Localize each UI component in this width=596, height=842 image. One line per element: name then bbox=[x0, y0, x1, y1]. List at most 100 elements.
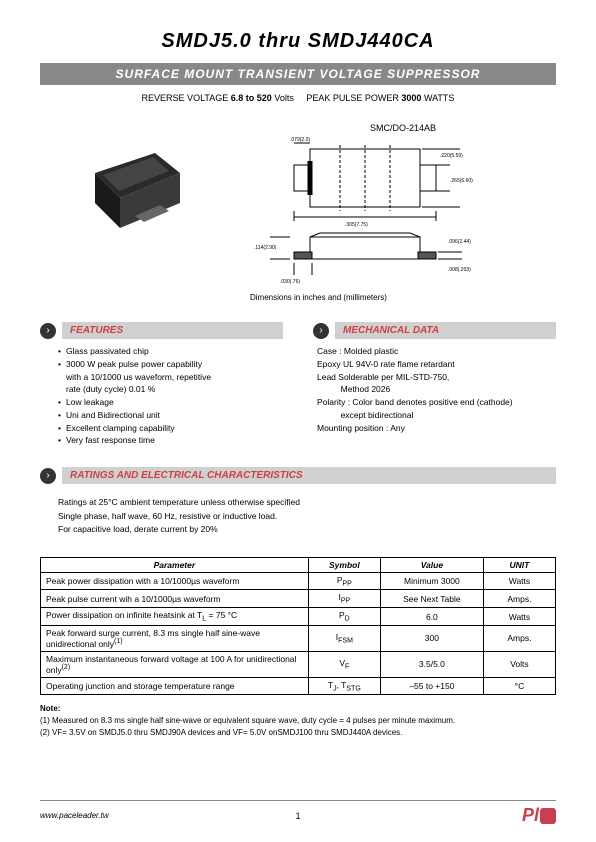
table-row: Peak power dissipation with a 10/1000µs … bbox=[41, 572, 556, 590]
footer-url: www.paceleader.tw bbox=[40, 811, 109, 820]
cell-symbol: VF bbox=[308, 651, 380, 677]
table-row: Peak pulse current wih a 10/1000µs wavef… bbox=[41, 590, 556, 608]
logo-shape-icon bbox=[540, 808, 556, 824]
cell-symbol: PPP bbox=[308, 572, 380, 590]
dim-g: .096(2.44) bbox=[448, 239, 471, 245]
cell-symbol: TJ, TSTG bbox=[308, 677, 380, 695]
footnotes: Note: (1) Measured on 8.3 ms single half… bbox=[40, 703, 556, 739]
features-list: Glass passivated chip 3000 W peak pulse … bbox=[40, 345, 283, 447]
ratings-title: RATINGS AND ELECTRICAL CHARACTERISTICS bbox=[62, 467, 556, 484]
rv-range: 6.8 to 520 bbox=[231, 93, 272, 103]
table-row: Maximum instantaneous forward voltage at… bbox=[41, 651, 556, 677]
table-row: Operating junction and storage temperatu… bbox=[41, 677, 556, 695]
feature-item: Excellent clamping capability bbox=[58, 422, 283, 435]
cell-unit: Volts bbox=[483, 651, 555, 677]
pp-label: PEAK PULSE POWER bbox=[306, 93, 399, 103]
th-unit: UNIT bbox=[483, 557, 555, 572]
cell-symbol: IPP bbox=[308, 590, 380, 608]
footnote-line: (2) VF= 3.5V on SMDJ5.0 thru SMDJ90A dev… bbox=[40, 727, 556, 739]
package-diagram-col: SMC/DO-214AB .079(2.0) .220(5.59) .265(6… bbox=[250, 123, 556, 302]
footnote-line: (1) Measured on 8.3 ms single half sine-… bbox=[40, 715, 556, 727]
ratings-header: › RATINGS AND ELECTRICAL CHARACTERISTICS bbox=[40, 467, 556, 484]
dim-e: .008(.203) bbox=[448, 267, 471, 273]
feature-item: Uni and Bidirectional unit bbox=[58, 409, 283, 422]
cell-symbol: IFSM bbox=[308, 625, 380, 651]
mech-line: Polarity : Color band denotes positive e… bbox=[317, 396, 556, 409]
ratings-note-line: Ratings at 25°C ambient temperature unle… bbox=[58, 496, 556, 510]
mech-line: Epoxy UL 94V-0 rate flame retardant bbox=[317, 358, 556, 371]
th-symbol: Symbol bbox=[308, 557, 380, 572]
cell-unit: Amps. bbox=[483, 590, 555, 608]
pp-val: 3000 bbox=[401, 93, 421, 103]
ratings-section: › RATINGS AND ELECTRICAL CHARACTERISTICS bbox=[40, 467, 556, 484]
feature-item: 3000 W peak pulse power capability bbox=[58, 358, 283, 371]
th-value: Value bbox=[380, 557, 483, 572]
dim-d: .030(.76) bbox=[280, 279, 300, 285]
cell-unit: Amps. bbox=[483, 625, 555, 651]
th-parameter: Parameter bbox=[41, 557, 309, 572]
mechanical-header: › MECHANICAL DATA bbox=[313, 322, 556, 339]
brand-logo: Pl bbox=[522, 805, 556, 826]
mechanical-title: MECHANICAL DATA bbox=[335, 322, 556, 339]
table-row: Power dissipation on infinite heatsink a… bbox=[41, 608, 556, 626]
cell-parameter: Peak forward surge current, 8.3 ms singl… bbox=[41, 625, 309, 651]
mech-line: Case : Molded plastic bbox=[317, 345, 556, 358]
cell-unit: °C bbox=[483, 677, 555, 695]
mech-line: except bidirectional bbox=[317, 409, 556, 422]
image-diagram-row: SMC/DO-214AB .079(2.0) .220(5.59) .265(6… bbox=[40, 123, 556, 302]
feature-item: Low leakage bbox=[58, 396, 283, 409]
logo-text: Pl bbox=[522, 805, 539, 826]
specs-line: REVERSE VOLTAGE 6.8 to 520 Volts PEAK PU… bbox=[40, 93, 556, 103]
arrow-icon: › bbox=[40, 323, 56, 339]
mech-line: Mounting position : Any bbox=[317, 422, 556, 435]
mechanical-col: › MECHANICAL DATA Case : Molded plastic … bbox=[313, 322, 556, 447]
cell-parameter: Peak pulse current wih a 10/1000µs wavef… bbox=[41, 590, 309, 608]
page-footer: www.paceleader.tw 1 Pl bbox=[40, 800, 556, 826]
dim-a: .079(2.0) bbox=[290, 137, 310, 143]
arrow-icon: › bbox=[313, 323, 329, 339]
cell-value: See Next Table bbox=[380, 590, 483, 608]
ratings-note-line: For capacitive load, derate current by 2… bbox=[58, 523, 556, 537]
page-number: 1 bbox=[295, 811, 300, 821]
rv-label: REVERSE VOLTAGE bbox=[142, 93, 229, 103]
feature-item: Glass passivated chip bbox=[58, 345, 283, 358]
dim-h: .220(5.59) bbox=[440, 153, 463, 159]
cell-unit: Watts bbox=[483, 608, 555, 626]
feature-item-cont: with a 10/1000 us waveform, repetitive bbox=[58, 371, 283, 384]
package-diagram: .079(2.0) .220(5.59) .265(6.60) .305(7.7… bbox=[250, 137, 510, 287]
ratings-note-line: Single phase, half wave, 60 Hz, resistiv… bbox=[58, 510, 556, 524]
dim-i: .305(7.75) bbox=[345, 222, 368, 228]
cell-parameter: Maximum instantaneous forward voltage at… bbox=[41, 651, 309, 677]
cell-parameter: Power dissipation on infinite heatsink a… bbox=[41, 608, 309, 626]
mech-line: Method 2026 bbox=[317, 383, 556, 396]
feature-item: Very fast response time bbox=[58, 434, 283, 447]
mechanical-list: Case : Molded plastic Epoxy UL 94V-0 rat… bbox=[313, 345, 556, 434]
subtitle-bar: SURFACE MOUNT TRANSIENT VOLTAGE SUPPRESS… bbox=[40, 63, 556, 85]
dimensions-note: Dimensions in inches and (millimeters) bbox=[250, 293, 556, 302]
cell-parameter: Peak power dissipation with a 10/1000µs … bbox=[41, 572, 309, 590]
ratings-notes: Ratings at 25°C ambient temperature unle… bbox=[58, 496, 556, 537]
features-header: › FEATURES bbox=[40, 322, 283, 339]
chip-image-col bbox=[40, 123, 220, 302]
cell-unit: Watts bbox=[483, 572, 555, 590]
ratings-table: Parameter Symbol Value UNIT Peak power d… bbox=[40, 557, 556, 695]
dim-j: .114(2.90) bbox=[254, 245, 277, 251]
cell-value: 300 bbox=[380, 625, 483, 651]
dim-c: .265(6.60) bbox=[450, 178, 473, 184]
table-row: Peak forward surge current, 8.3 ms singl… bbox=[41, 625, 556, 651]
package-label: SMC/DO-214AB bbox=[250, 123, 556, 133]
cell-symbol: PD bbox=[308, 608, 380, 626]
page-title: SMDJ5.0 thru SMDJ440CA bbox=[40, 30, 556, 53]
cell-value: Minimum 3000 bbox=[380, 572, 483, 590]
features-mech-row: › FEATURES Glass passivated chip 3000 W … bbox=[40, 322, 556, 447]
mech-line: Lead Solderable per MIL-STD-750, bbox=[317, 371, 556, 384]
feature-item-cont: rate (duty cycle) 0.01 % bbox=[58, 383, 283, 396]
note-title: Note: bbox=[40, 703, 556, 715]
features-col: › FEATURES Glass passivated chip 3000 W … bbox=[40, 322, 283, 447]
table-header-row: Parameter Symbol Value UNIT bbox=[41, 557, 556, 572]
cell-value: –55 to +150 bbox=[380, 677, 483, 695]
arrow-icon: › bbox=[40, 468, 56, 484]
features-title: FEATURES bbox=[62, 322, 283, 339]
cell-value: 6.0 bbox=[380, 608, 483, 626]
pp-unit: WATTS bbox=[424, 93, 455, 103]
